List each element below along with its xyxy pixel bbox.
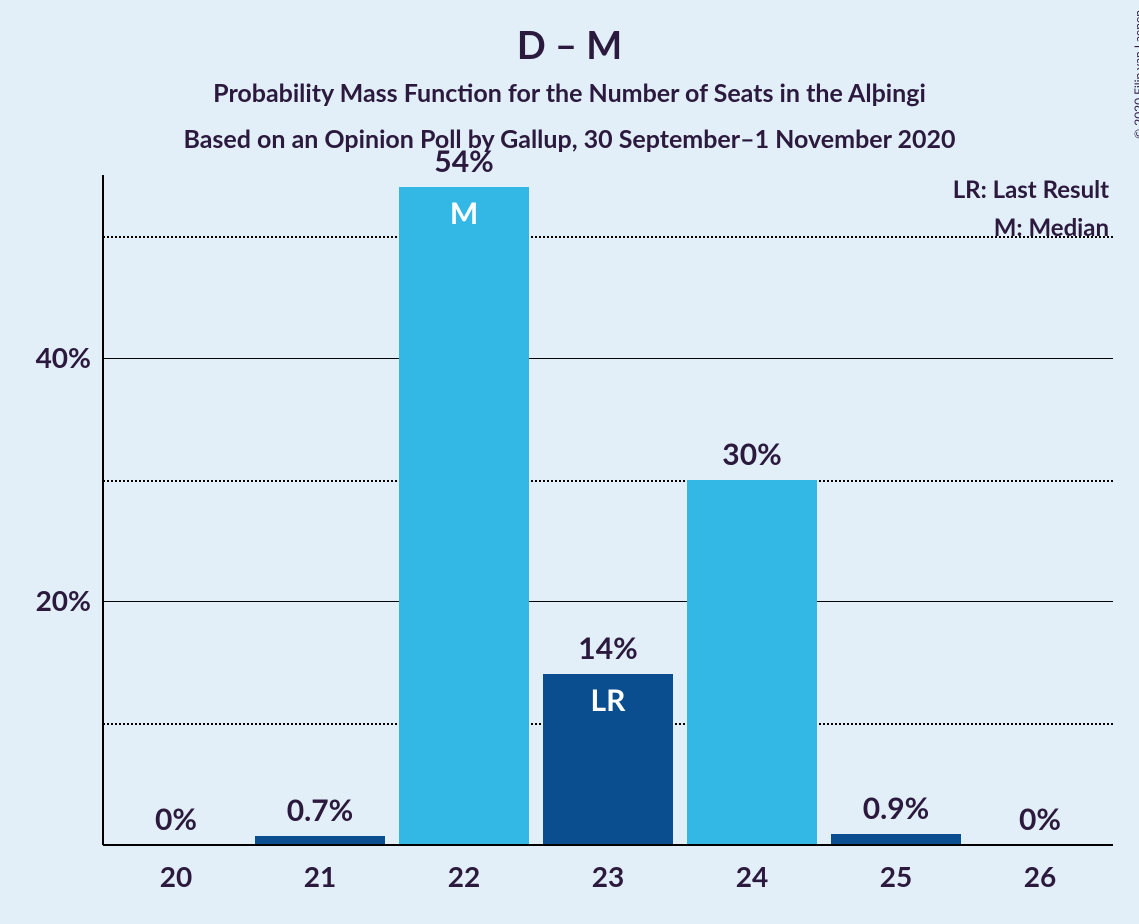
bar-value-label: 14%	[543, 630, 673, 666]
grid-major	[103, 358, 1113, 359]
bar-inner-label: LR	[543, 682, 673, 718]
bar-value-label: 0.7%	[255, 792, 385, 828]
xtick-label: 24	[687, 859, 817, 893]
grid-minor	[103, 236, 1113, 238]
chart-title: D – M	[0, 22, 1139, 68]
chart-subtitle-2: Based on an Opinion Poll by Gallup, 30 S…	[0, 124, 1139, 154]
chart-canvas: D – M Probability Mass Function for the …	[0, 0, 1139, 924]
bar-inner-label: M	[399, 195, 529, 231]
chart-subtitle-1: Probability Mass Function for the Number…	[0, 78, 1139, 108]
ytick-label: 20%	[11, 583, 91, 617]
ytick-label: 40%	[11, 340, 91, 374]
xtick-label: 25	[831, 859, 961, 893]
xtick-label: 20	[111, 859, 241, 893]
xtick-label: 23	[543, 859, 673, 893]
y-axis	[102, 175, 104, 845]
xtick-label: 21	[255, 859, 385, 893]
bar-value-label: 0.9%	[831, 790, 961, 826]
plot-area: 0%0.7%54%M14%LR30%0.9%0%	[103, 175, 1113, 845]
bar-value-label: 0%	[975, 801, 1105, 837]
bar-value-label: 0%	[111, 801, 241, 837]
bar	[399, 187, 529, 845]
bar-value-label: 30%	[687, 436, 817, 472]
grid-major	[103, 601, 1113, 602]
xtick-label: 22	[399, 859, 529, 893]
copyright-text: © 2020 Filip van Laenen	[1131, 10, 1139, 139]
xtick-label: 26	[975, 859, 1105, 893]
grid-minor	[103, 480, 1113, 482]
bar	[687, 480, 817, 845]
bar-value-label: 54%	[399, 143, 529, 179]
x-axis	[103, 844, 1113, 846]
